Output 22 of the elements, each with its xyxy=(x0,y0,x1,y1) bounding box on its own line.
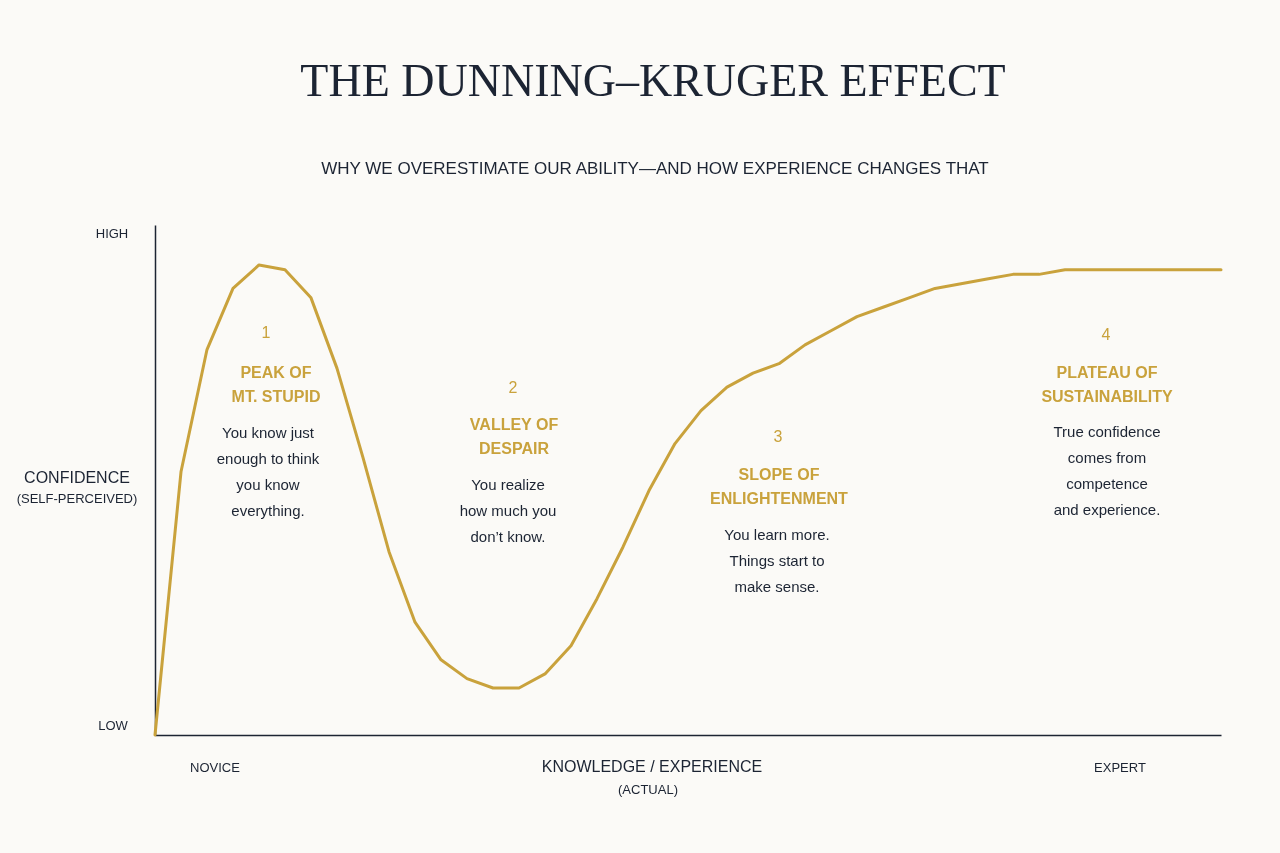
annotation: 3 xyxy=(773,428,783,445)
annotation: You realize how much you don’t know. xyxy=(459,476,557,545)
chart-subtitle: WHY WE OVERESTIMATE OUR ABILITY—AND HOW EXPERIENCE CHANGES THAT xyxy=(321,159,989,178)
text: (ACTUAL) xyxy=(618,782,678,797)
annotation: PEAK OF MT. STUPID xyxy=(231,364,321,405)
text: (SELF-PERCEIVED) xyxy=(16,491,138,506)
text: EXPERT xyxy=(1094,760,1146,775)
y-axis-title: CONFIDENCE xyxy=(24,469,130,486)
annotation: VALLEY OF DESPAIR xyxy=(469,416,559,457)
chart-title: THE DUNNING–KRUGER EFFECT xyxy=(300,55,1006,106)
text: LOW xyxy=(98,718,129,733)
annotation: 1 xyxy=(261,324,271,341)
annotation: PLATEAU OF SUSTAINABILITY xyxy=(1041,364,1173,405)
annotation: True confidence comes from competence and experience. xyxy=(1053,423,1161,518)
annotation: SLOPE OF ENLIGHTENMENT xyxy=(710,466,849,507)
text: NOVICE xyxy=(190,760,241,775)
annotation: 2 xyxy=(508,379,518,396)
annotation: You know just enough to think you know everything. xyxy=(216,424,320,519)
annotation: 4 xyxy=(1101,326,1111,343)
x-axis-title: KNOWLEDGE / EXPERIENCE xyxy=(541,758,763,775)
annotation: You learn more. Things start to make sense. xyxy=(724,526,830,595)
text: HIGH xyxy=(95,226,129,241)
